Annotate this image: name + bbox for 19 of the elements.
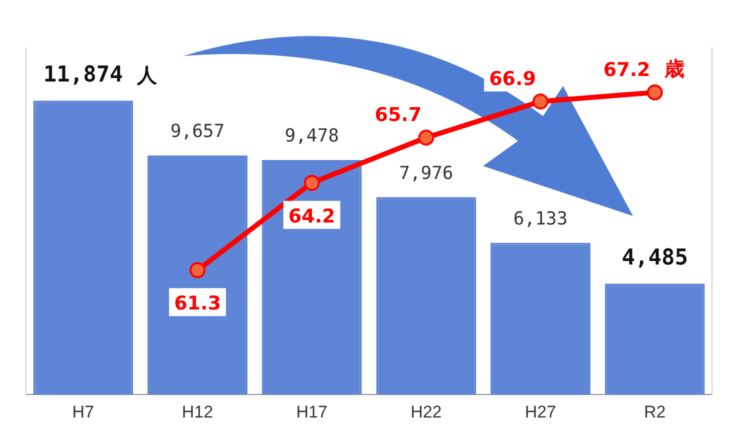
x-tick-label: H7 <box>72 402 94 422</box>
data-label: 11,874 <box>43 62 123 88</box>
data-label: 6,133 <box>513 208 568 230</box>
data-label: 61.3 <box>174 292 221 315</box>
text: 人 <box>136 62 158 87</box>
text: 歳 <box>663 56 684 81</box>
data-label: 7,976 <box>399 162 454 184</box>
data-label: 9,478 <box>284 126 339 147</box>
x-tick-label: H12 <box>182 402 214 422</box>
data-label: 64.2 <box>288 205 336 228</box>
data-label: 9,657 <box>170 121 225 142</box>
data-label: 67.2 <box>603 58 650 81</box>
x-tick-label: H27 <box>524 402 556 422</box>
data-label: 4,485 <box>622 245 688 270</box>
x-tick-label: H17 <box>296 402 328 422</box>
data-label: 66.9 <box>489 68 536 90</box>
data-label: 65.7 <box>374 104 422 126</box>
x-tick-label: R2 <box>644 402 666 422</box>
x-tick-label: H22 <box>410 402 442 422</box>
